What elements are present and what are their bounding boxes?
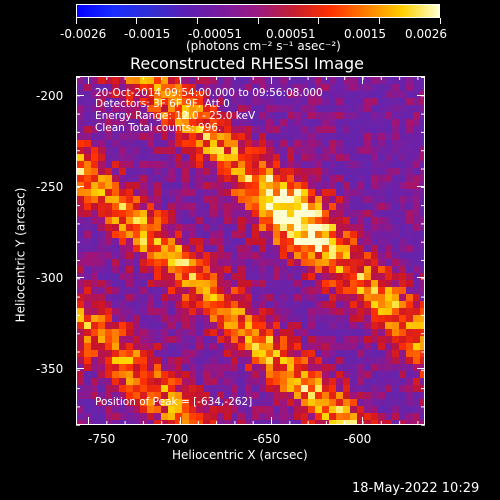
colorbar-gradient bbox=[76, 4, 440, 18]
overlay-peak-position: Position of Peak = [-634,-262] bbox=[95, 396, 253, 408]
overlay-energy-range: Energy Range: 12.0 - 25.0 keV bbox=[95, 110, 256, 122]
overlay-time-range: 20-Oct-2014 09:54:00.000 to 09:56:08.000 bbox=[95, 87, 323, 99]
colorbar-tick-label-5: 0.0026 bbox=[405, 27, 447, 41]
y-tick-label-0: -200 bbox=[36, 89, 64, 103]
plot-title: Reconstructed RHESSI Image bbox=[130, 54, 364, 73]
overlay-clean-counts: Clean Total counts: 996. bbox=[95, 122, 222, 134]
colorbar-tick-label-1: -0.0015 bbox=[124, 27, 171, 41]
overlay-detectors: Detectors: 3F 6F 9F, Att 0 bbox=[95, 98, 230, 110]
y-tick-label-3: -350 bbox=[36, 362, 64, 376]
x-axis-title: Heliocentric X (arcsec) bbox=[172, 448, 308, 462]
y-axis-title: Heliocentric Y (arcsec) bbox=[13, 187, 28, 323]
reconstructed-xray-image bbox=[77, 77, 424, 424]
x-tick-label-1: -700 bbox=[161, 432, 189, 446]
x-tick-label-0: -750 bbox=[88, 432, 116, 446]
footer-timestamp: 18-May-2022 10:29 bbox=[352, 481, 480, 496]
colorbar-units-label: (photons cm⁻² s⁻¹ asec⁻²) bbox=[186, 39, 341, 53]
colorbar-tick-label-2: -0.00051 bbox=[188, 27, 242, 41]
solar-image-frame bbox=[76, 76, 425, 425]
colorbar-tick-label-4: 0.0015 bbox=[344, 27, 386, 41]
x-tick-label-3: -600 bbox=[344, 432, 372, 446]
colorbar-tick-label-0: -0.0026 bbox=[60, 27, 107, 41]
y-tick-label-2: -300 bbox=[36, 271, 64, 285]
x-tick-label-2: -650 bbox=[253, 432, 281, 446]
colorbar-tick-label-3: 0.00051 bbox=[266, 27, 316, 41]
y-tick-label-1: -250 bbox=[36, 180, 64, 194]
